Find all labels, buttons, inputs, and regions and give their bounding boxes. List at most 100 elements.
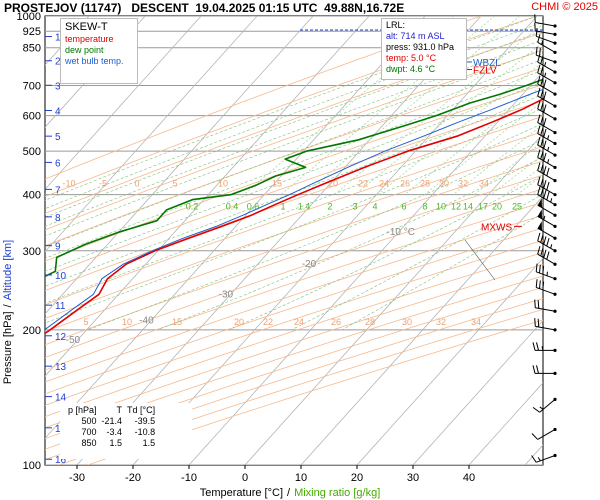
theta-label: -5	[99, 179, 107, 189]
wind-barb	[537, 221, 557, 240]
dew-point-line	[45, 78, 543, 278]
mixing-ratio-label: 17	[478, 202, 488, 212]
wind-barb-feather	[543, 236, 547, 245]
wind-barb-staff	[539, 399, 556, 413]
wind-barb-feather	[536, 342, 539, 351]
wind-barb-feather	[531, 433, 539, 440]
wind-barb-dot	[553, 193, 557, 197]
theta-label: 10	[122, 317, 132, 327]
dry-adiabat-line	[45, 174, 543, 346]
wind-barb	[537, 114, 557, 135]
wind-barb-feather	[540, 234, 544, 243]
grid-labels: -80 °C-70-60-50-40-30-20-10 °C5101520222…	[62, 179, 522, 346]
dry-adiabat-line	[45, 49, 543, 231]
wind-barb	[537, 198, 557, 217]
pressure-tick-label: 600	[23, 111, 41, 123]
moist-adiabat-line	[87, 139, 543, 331]
wind-barb-staff	[535, 22, 556, 27]
wind-barb-feather	[540, 247, 544, 257]
altitude-tick-label: 11	[55, 301, 66, 312]
moist-adiabat-line	[45, 58, 543, 247]
dry-adiabat-line	[45, 227, 543, 395]
dry-adiabat-line	[45, 32, 543, 214]
mixing-ratio-label: 0.4	[226, 202, 239, 212]
pressure-tick-label: 700	[23, 81, 41, 93]
wind-barb-half-feather	[543, 215, 546, 221]
wind-barb	[535, 46, 557, 64]
wind-barb-half-feather	[541, 346, 544, 351]
wind-barb-staff	[537, 204, 556, 216]
pressure-tick-label: 925	[23, 26, 41, 38]
wind-barb-feather	[546, 237, 550, 247]
mxws-leader	[464, 239, 496, 281]
wind-barb-feather	[543, 91, 547, 100]
wind-barb-dot	[553, 70, 557, 74]
altitude-tick-label: 6	[55, 158, 61, 169]
wind-barb-feather	[537, 318, 540, 328]
wind-barb	[537, 232, 557, 253]
temperature-tick-label: -30	[69, 472, 85, 484]
theta-label: 30	[439, 179, 449, 189]
wind-barb-feather	[546, 251, 550, 260]
wind-barb-dot	[553, 153, 557, 157]
wind-barb-dot	[553, 165, 557, 170]
wbzl-label: WBZL	[473, 58, 501, 69]
wind-barb-feather	[534, 318, 536, 327]
pressure-tick-label: 850	[23, 43, 41, 55]
wind-barb-half-feather	[550, 244, 553, 249]
wind-barb-feather	[537, 114, 541, 123]
dry-adiabat-line	[45, 131, 543, 306]
wind-barb-feather	[543, 190, 547, 199]
wind-barb	[531, 427, 557, 440]
moist-adiabat-line	[45, 21, 543, 210]
moist-adiabat-line	[45, 107, 543, 304]
wind-barb-feather	[537, 64, 541, 73]
wind-barb-feather	[538, 264, 541, 274]
wind-barb-half-feather	[547, 135, 550, 140]
wind-barb	[537, 149, 557, 170]
wind-barb-dot	[553, 224, 557, 228]
wind-barb-feather	[532, 365, 536, 374]
wind-barb-feather	[540, 178, 544, 187]
mixing-ratio-label: 25	[512, 202, 522, 212]
wind-barb	[537, 64, 557, 85]
altitude-tick-label: 1	[55, 33, 61, 44]
wind-barb-feather	[535, 279, 538, 288]
wind-barb-dot	[553, 117, 557, 121]
altitude-tick-label: 5	[55, 132, 61, 143]
moist-adiabat-line	[45, 48, 543, 237]
wind-barb-staff	[535, 30, 556, 35]
wind-barb-dot	[553, 50, 557, 54]
wind-barb	[534, 318, 557, 332]
levels-cell: -3.4	[106, 427, 123, 437]
isotherm-line	[356, 257, 543, 465]
series-lines	[45, 78, 543, 335]
wind-barb-dot	[553, 371, 557, 375]
levels-table-row: 700 -3.4 -10.8	[68, 427, 160, 438]
wind-barb-feather	[537, 246, 541, 255]
wind-barb-dot	[553, 309, 557, 313]
dry-adiabat-line	[45, 146, 543, 319]
wind-barb-dot	[553, 130, 557, 135]
lrl-pressure: press: 931.0 hPa	[386, 42, 455, 52]
wind-barb-feather	[540, 89, 544, 98]
wind-barb-feather	[540, 164, 544, 173]
theta-label: 5	[172, 179, 177, 189]
legend-item-temperature: temperature	[65, 34, 114, 44]
levels-table-header: p [hPa] T Td [°C]	[68, 405, 160, 416]
wind-barb-dot	[553, 453, 557, 458]
theta-label: 34	[479, 179, 489, 189]
pressure-tick-label: 100	[23, 460, 41, 472]
pressure-tick-label: 500	[23, 146, 41, 158]
wind-barb	[532, 365, 557, 375]
dry-adiabat-line	[45, 188, 543, 358]
wind-barbs	[531, 14, 557, 463]
isotherm-label: -50	[66, 335, 81, 346]
levels-cell: 850	[81, 438, 97, 448]
mixing-ratio-line	[404, 84, 543, 196]
moist-adiabat-line	[228, 174, 543, 331]
mixing-ratio-label: 4	[372, 202, 377, 212]
wind-barb-feather	[537, 76, 541, 85]
levels-table-row: 850 1.5 1.5	[68, 438, 160, 449]
